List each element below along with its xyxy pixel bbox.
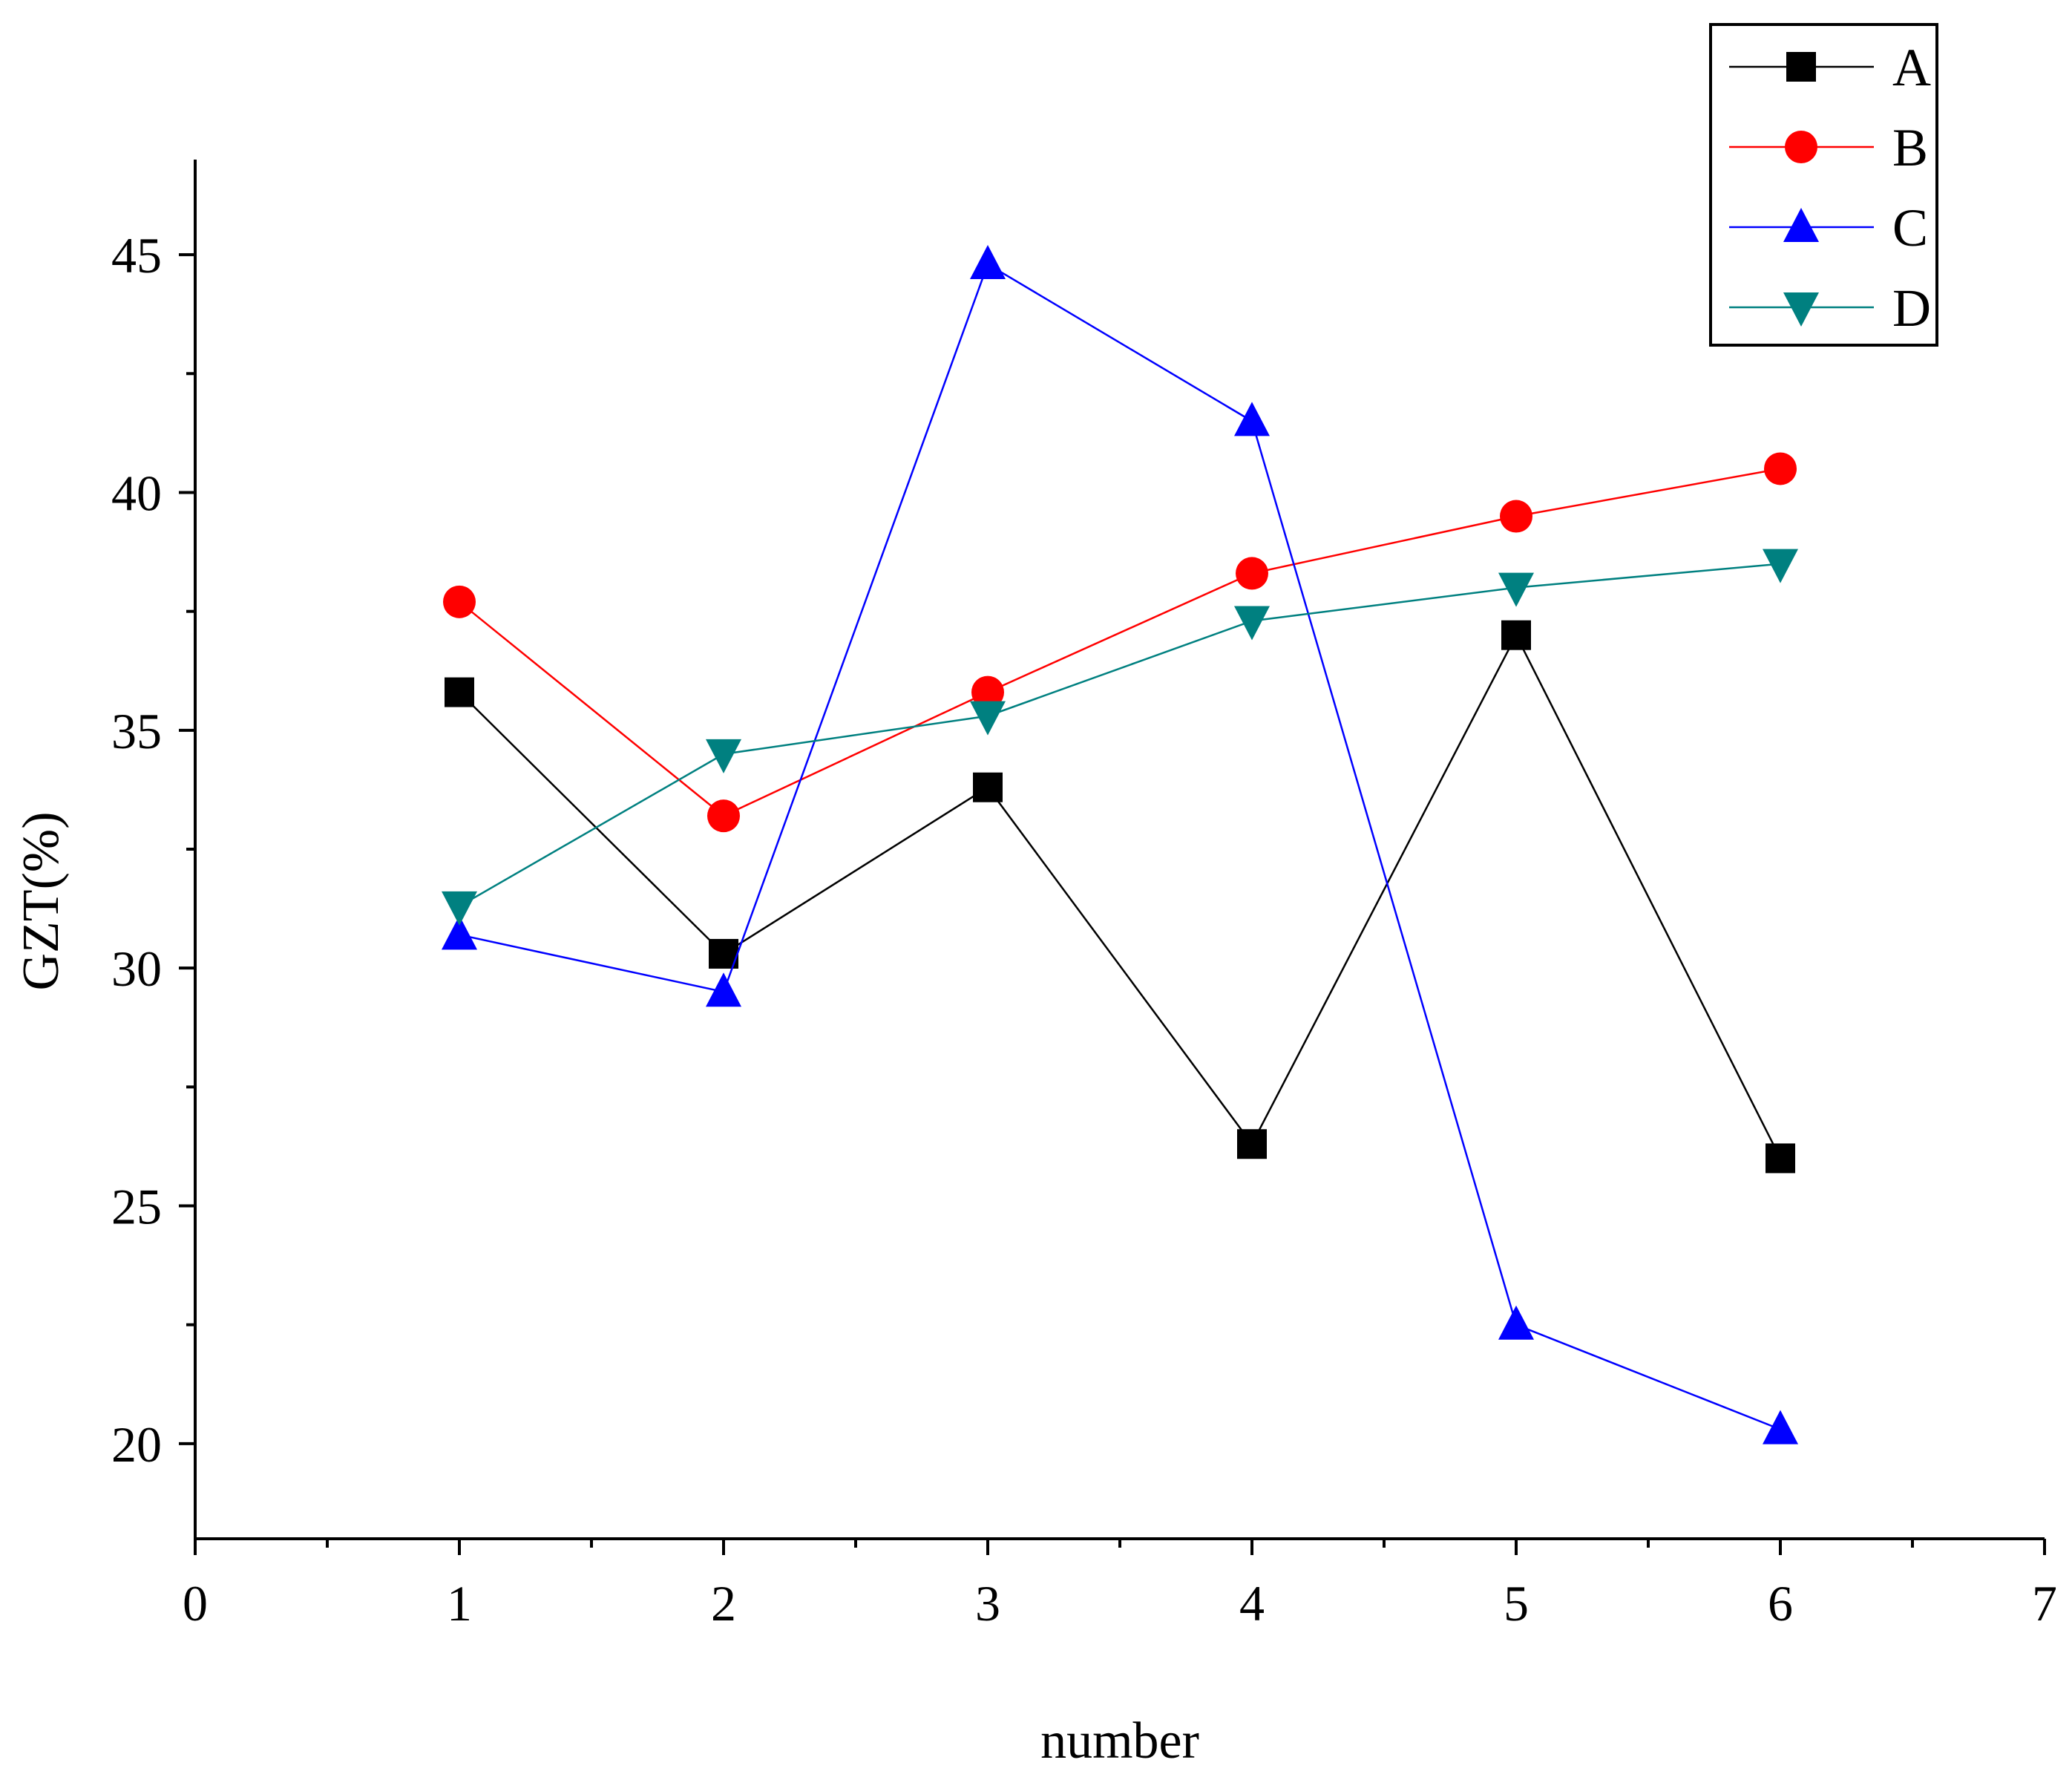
series-D <box>442 549 1798 926</box>
data-point-A <box>1501 620 1531 650</box>
data-point-C <box>706 972 741 1007</box>
legend-item-D: D <box>1729 278 1931 338</box>
legend-marker-C <box>1783 208 1819 242</box>
data-point-D <box>1234 606 1270 641</box>
data-point-D <box>1498 572 1534 607</box>
y-tick-label: 45 <box>111 227 162 284</box>
y-tick-label: 35 <box>111 703 162 759</box>
y-tick-label: 25 <box>111 1179 162 1235</box>
data-point-C <box>970 244 1006 279</box>
data-point-B <box>1236 557 1268 590</box>
series-C <box>442 244 1798 1444</box>
data-point-A <box>1237 1129 1267 1159</box>
legend-marker-D <box>1783 292 1819 327</box>
series-line-C <box>459 263 1781 1430</box>
series-A <box>445 620 1795 1174</box>
data-point-D <box>970 701 1006 736</box>
legend-label-B: B <box>1892 118 1928 177</box>
x-tick-label: 5 <box>1504 1575 1529 1632</box>
legend-box <box>1709 23 1938 347</box>
x-tick-label: 3 <box>975 1575 1000 1632</box>
legend-item-B: B <box>1729 118 1928 177</box>
legend-item-A: A <box>1729 38 1931 97</box>
data-point-D <box>1763 549 1798 583</box>
data-point-A <box>1766 1143 1795 1174</box>
y-tick-label: 30 <box>111 940 162 997</box>
data-point-B <box>707 799 740 833</box>
x-tick-label: 0 <box>183 1575 208 1632</box>
x-tick-label: 4 <box>1239 1575 1265 1632</box>
x-tick-label: 6 <box>1768 1575 1793 1632</box>
series-layer <box>442 244 1798 1444</box>
x-tick-label: 1 <box>447 1575 472 1632</box>
x-tick-label: 2 <box>711 1575 736 1632</box>
data-point-D <box>706 739 741 773</box>
legend-item-C: C <box>1729 198 1928 258</box>
data-point-A <box>445 677 474 707</box>
series-line-A <box>459 632 1782 1159</box>
series-B <box>443 452 1797 833</box>
y-tick-label: 20 <box>111 1416 162 1473</box>
legend-marker-B <box>1785 131 1817 163</box>
legend-marker-A <box>1786 52 1816 82</box>
legend-label-A: A <box>1892 38 1931 97</box>
data-point-B <box>443 585 476 618</box>
data-point-B <box>1500 500 1532 533</box>
y-tick-label: 40 <box>111 465 162 521</box>
y-axis-title: GZT(%) <box>13 811 70 990</box>
x-axis-title: number <box>1040 1712 1199 1770</box>
legend-label-D: D <box>1892 278 1931 338</box>
x-tick-label: 7 <box>2032 1575 2057 1632</box>
data-point-C <box>1234 402 1270 436</box>
data-point-B <box>971 675 1004 709</box>
legend-label-C: C <box>1892 198 1928 258</box>
data-point-C <box>1763 1410 1798 1444</box>
data-point-D <box>442 891 477 926</box>
series-line-D <box>459 563 1781 907</box>
data-point-C <box>1498 1305 1534 1340</box>
data-point-B <box>1764 452 1797 485</box>
data-point-C <box>442 915 477 950</box>
series-line-B <box>459 468 1781 817</box>
data-point-A <box>973 772 1003 802</box>
